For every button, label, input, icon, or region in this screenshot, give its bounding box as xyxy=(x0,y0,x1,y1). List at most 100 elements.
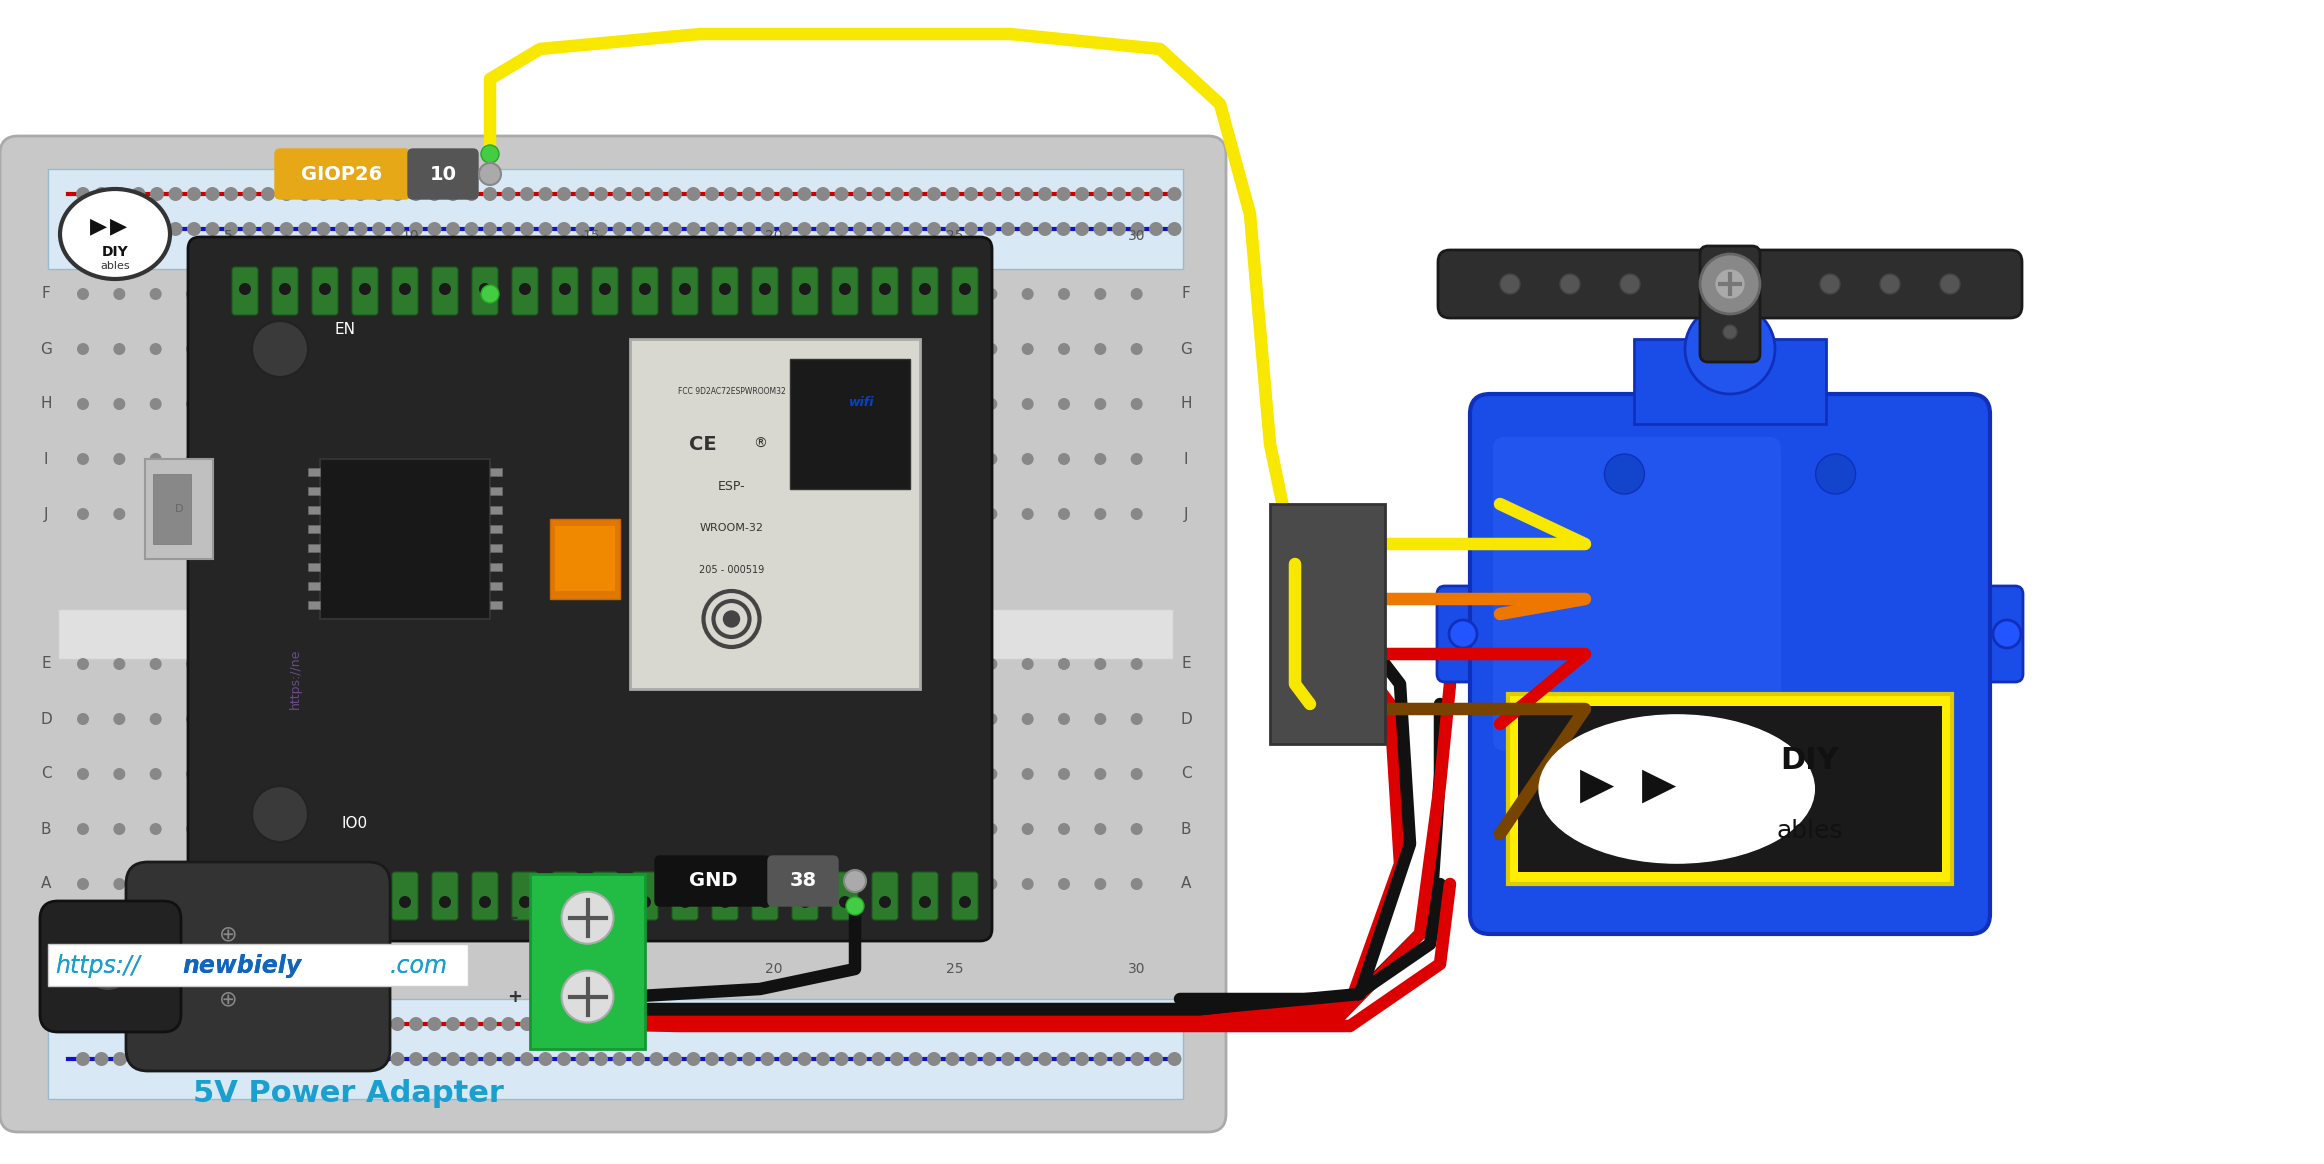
Circle shape xyxy=(1722,325,1736,339)
Circle shape xyxy=(335,187,349,201)
Circle shape xyxy=(149,508,163,520)
Circle shape xyxy=(548,508,562,520)
Circle shape xyxy=(521,187,535,201)
Circle shape xyxy=(295,508,307,520)
Circle shape xyxy=(295,343,307,355)
FancyBboxPatch shape xyxy=(553,872,579,920)
Circle shape xyxy=(514,508,525,520)
Circle shape xyxy=(667,1017,681,1031)
Circle shape xyxy=(695,714,706,725)
Circle shape xyxy=(872,1017,885,1031)
Circle shape xyxy=(548,658,562,670)
Text: ESP-: ESP- xyxy=(718,480,746,492)
Circle shape xyxy=(372,1052,386,1066)
Circle shape xyxy=(77,1052,91,1066)
Circle shape xyxy=(114,1052,128,1066)
Circle shape xyxy=(548,823,562,835)
FancyBboxPatch shape xyxy=(1436,585,1508,682)
Circle shape xyxy=(1148,187,1162,201)
Circle shape xyxy=(476,878,488,890)
Circle shape xyxy=(476,714,488,725)
Circle shape xyxy=(1815,454,1855,494)
Circle shape xyxy=(223,187,237,201)
FancyBboxPatch shape xyxy=(232,872,258,920)
Circle shape xyxy=(483,1052,497,1066)
Circle shape xyxy=(335,1017,349,1031)
Circle shape xyxy=(223,714,235,725)
Circle shape xyxy=(114,823,125,835)
Circle shape xyxy=(358,283,372,294)
Circle shape xyxy=(834,187,848,201)
Circle shape xyxy=(695,343,706,355)
Circle shape xyxy=(404,714,416,725)
Circle shape xyxy=(872,187,885,201)
Bar xyxy=(1518,707,1943,872)
Text: ▶: ▶ xyxy=(88,217,107,236)
Circle shape xyxy=(586,508,597,520)
Circle shape xyxy=(223,1052,237,1066)
Circle shape xyxy=(400,896,411,908)
Circle shape xyxy=(927,1017,941,1031)
Circle shape xyxy=(1039,222,1053,236)
Circle shape xyxy=(732,508,744,520)
Circle shape xyxy=(918,896,932,908)
Circle shape xyxy=(695,768,706,780)
Circle shape xyxy=(1095,768,1106,780)
Circle shape xyxy=(332,823,344,835)
Circle shape xyxy=(909,187,923,201)
Text: ▶: ▶ xyxy=(1580,764,1613,807)
Circle shape xyxy=(695,508,706,520)
Circle shape xyxy=(295,288,307,300)
Circle shape xyxy=(258,398,270,410)
Circle shape xyxy=(186,222,200,236)
Circle shape xyxy=(913,714,925,725)
Circle shape xyxy=(186,288,198,300)
Circle shape xyxy=(767,714,779,725)
Circle shape xyxy=(279,896,290,908)
Circle shape xyxy=(1057,1052,1071,1066)
Circle shape xyxy=(648,1017,662,1031)
Circle shape xyxy=(186,343,198,355)
Circle shape xyxy=(404,288,416,300)
Circle shape xyxy=(223,878,235,890)
Bar xyxy=(1634,339,1827,424)
Circle shape xyxy=(558,1052,572,1066)
Circle shape xyxy=(1095,1052,1109,1066)
Circle shape xyxy=(1023,878,1034,890)
Circle shape xyxy=(648,187,662,201)
Text: 25: 25 xyxy=(946,961,964,975)
Text: E: E xyxy=(1181,656,1190,672)
Circle shape xyxy=(695,878,706,890)
Circle shape xyxy=(132,1017,146,1031)
Circle shape xyxy=(258,878,270,890)
Text: GND: GND xyxy=(688,872,737,890)
Circle shape xyxy=(258,343,270,355)
Circle shape xyxy=(539,222,553,236)
Circle shape xyxy=(367,878,379,890)
Circle shape xyxy=(476,343,488,355)
Text: J: J xyxy=(44,506,49,521)
Circle shape xyxy=(77,658,88,670)
Circle shape xyxy=(446,1052,460,1066)
Circle shape xyxy=(186,398,198,410)
Circle shape xyxy=(483,187,497,201)
Circle shape xyxy=(562,892,614,944)
Circle shape xyxy=(297,222,311,236)
Circle shape xyxy=(95,187,109,201)
FancyBboxPatch shape xyxy=(832,872,858,920)
Circle shape xyxy=(390,187,404,201)
Circle shape xyxy=(404,508,416,520)
Circle shape xyxy=(576,187,590,201)
Circle shape xyxy=(539,187,553,201)
Circle shape xyxy=(839,343,853,355)
Circle shape xyxy=(797,1052,811,1066)
Circle shape xyxy=(816,222,830,236)
FancyBboxPatch shape xyxy=(1471,393,1989,934)
Text: https://: https:// xyxy=(56,954,139,978)
Circle shape xyxy=(576,1052,590,1066)
Circle shape xyxy=(476,823,488,835)
Circle shape xyxy=(927,187,941,201)
Text: F: F xyxy=(1181,286,1190,301)
Circle shape xyxy=(948,508,962,520)
Circle shape xyxy=(223,658,235,670)
